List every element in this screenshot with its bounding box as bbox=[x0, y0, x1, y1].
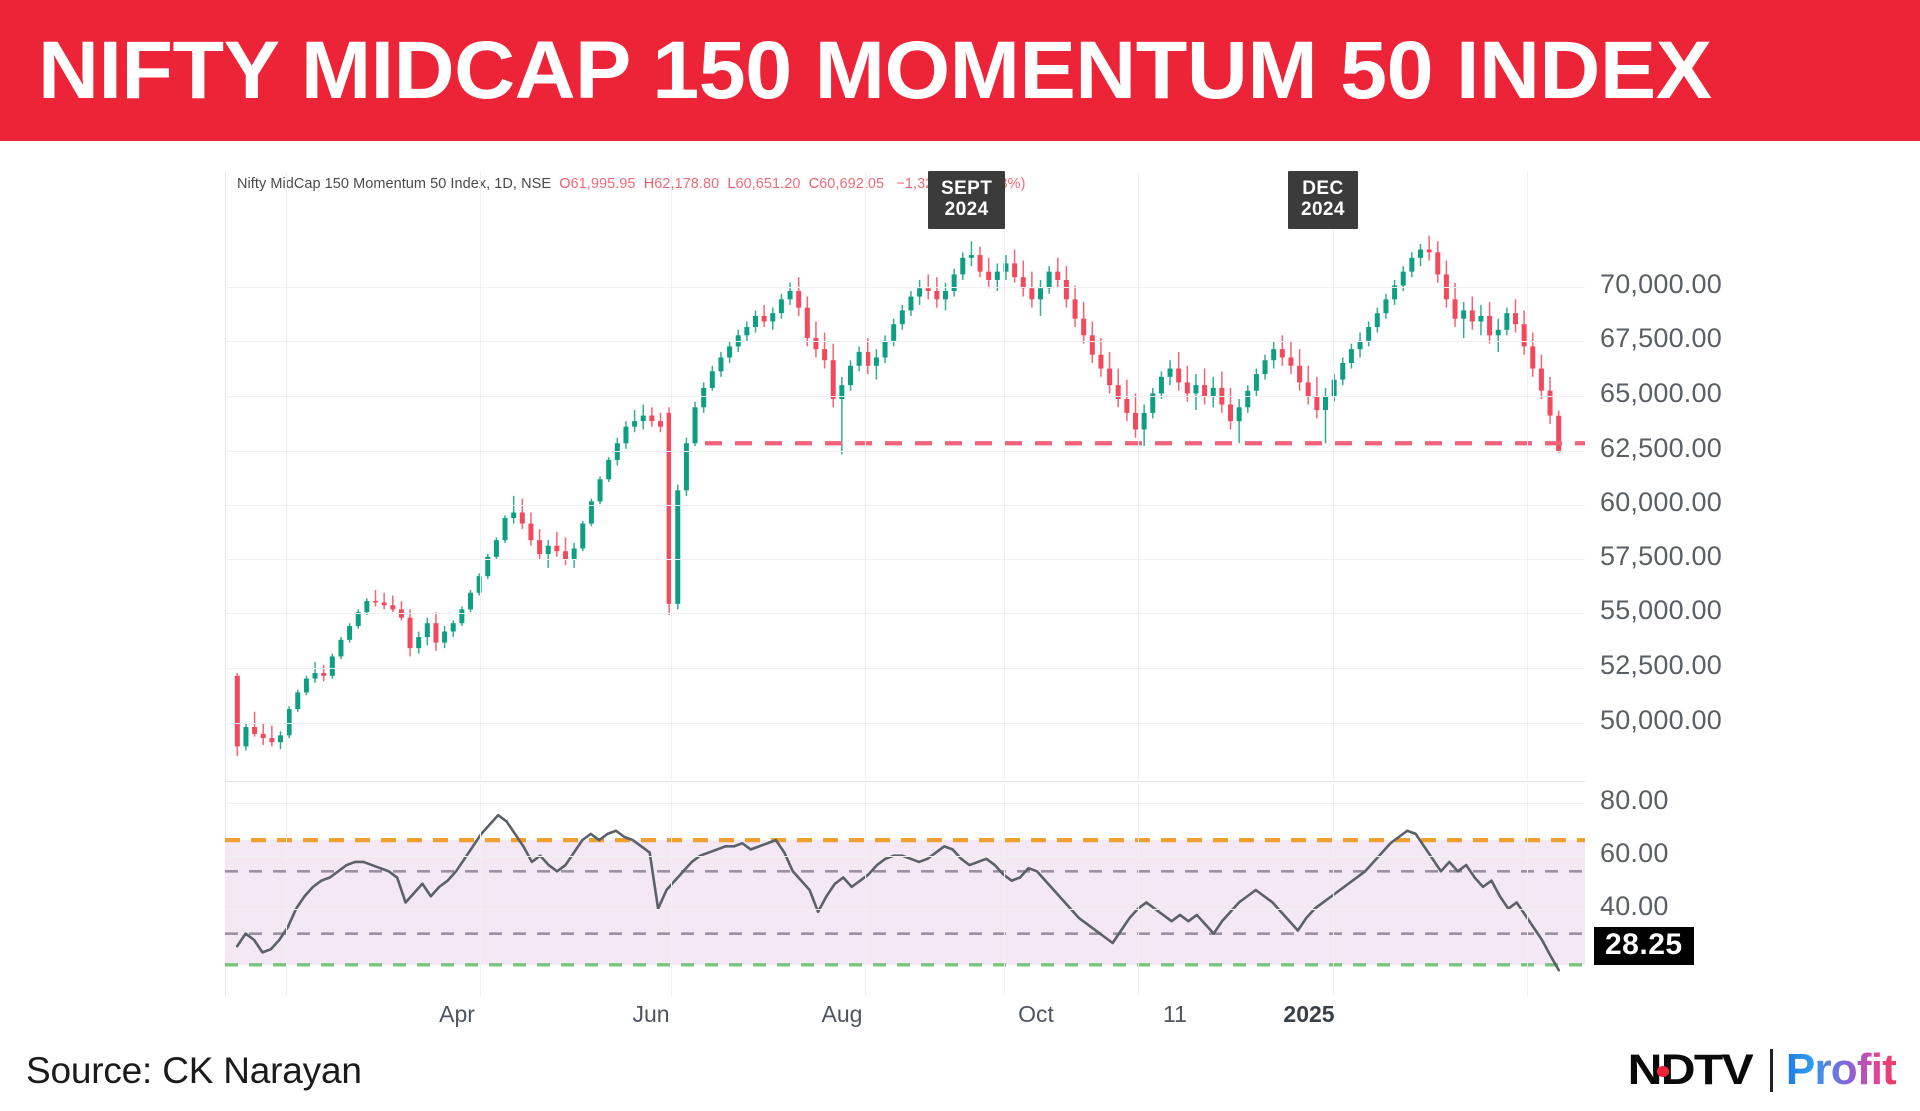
gridline-v bbox=[1004, 172, 1005, 781]
candlestick-series bbox=[234, 235, 1585, 757]
chart-annotation-badge: DEC 2024 bbox=[1288, 171, 1358, 229]
footer: Source: CK Narayan NDTV Profit bbox=[0, 1036, 1920, 1111]
gridline-v bbox=[480, 784, 481, 996]
rsi-axis-tick: 60.00 bbox=[1600, 838, 1669, 868]
ndtv-red-dot-icon bbox=[1656, 1065, 1669, 1077]
gridline-h bbox=[225, 909, 1585, 910]
rsi-plot bbox=[225, 784, 1585, 996]
panel-divider bbox=[225, 781, 1585, 782]
price-plot bbox=[225, 172, 1585, 781]
close-label: C bbox=[808, 176, 820, 192]
source-credit: Source: CK Narayan bbox=[26, 1050, 362, 1091]
gridline-v bbox=[1527, 784, 1528, 996]
gridline-v bbox=[671, 784, 672, 996]
rsi-axis-tick: 80.00 bbox=[1600, 785, 1669, 815]
price-axis-tick: 62,500.00 bbox=[1600, 433, 1722, 463]
gridline-v bbox=[286, 172, 287, 781]
price-axis-tick: 67,500.00 bbox=[1600, 323, 1722, 353]
gridline-h bbox=[225, 856, 1585, 857]
rsi-axis-tick: 40.00 bbox=[1600, 891, 1669, 921]
gridline-h bbox=[225, 559, 1585, 560]
x-axis-tick: 2025 bbox=[1283, 1001, 1335, 1027]
gridline-h bbox=[225, 451, 1585, 452]
gridline-v bbox=[1333, 172, 1334, 781]
profit-wordmark: Profit bbox=[1785, 1045, 1897, 1094]
gridline-v bbox=[286, 784, 287, 996]
gridline-v bbox=[1004, 784, 1005, 996]
price-axis-tick: 52,500.00 bbox=[1600, 650, 1722, 680]
ndtv-profit-logo: NDTV Profit bbox=[1628, 1045, 1897, 1094]
high-label: H bbox=[643, 176, 655, 192]
x-axis-tick: Oct bbox=[1018, 1001, 1054, 1027]
rsi-value-badge: 28.25 bbox=[1594, 927, 1694, 965]
gridline-h bbox=[225, 723, 1585, 724]
ndtv-wordmark: NDTV bbox=[1627, 1045, 1754, 1095]
price-axis-tick: 65,000.00 bbox=[1600, 378, 1722, 408]
gridline-h bbox=[225, 505, 1585, 506]
gridline-h bbox=[225, 341, 1585, 342]
open-value: 61,995.95 bbox=[570, 176, 636, 192]
gridline-h bbox=[225, 613, 1585, 614]
logo-divider bbox=[1769, 1048, 1773, 1092]
gridline-h bbox=[225, 287, 1585, 288]
chart-symbol-label: Nifty MidCap 150 Momentum 50 Index, 1D, … bbox=[237, 176, 552, 192]
gridline-v bbox=[865, 172, 866, 781]
chart-container: Nifty MidCap 150 Momentum 50 Index, 1D, … bbox=[0, 141, 1920, 1036]
price-axis-tick: 70,000.00 bbox=[1600, 269, 1722, 299]
gridline-v bbox=[480, 172, 481, 781]
chart-annotation-badge: SEPT 2024 bbox=[928, 171, 1006, 229]
x-axis: Apr Jun Aug Oct 11 2025 bbox=[0, 1001, 1920, 1041]
high-value: 62,178.80 bbox=[654, 176, 720, 192]
title-banner: NIFTY MIDCAP 150 MOMENTUM 50 INDEX bbox=[0, 0, 1920, 141]
price-axis: 70,000.00 67,500.00 65,000.00 62,500.00 60,0… bbox=[1594, 141, 1920, 1036]
price-axis-tick: 60,000.00 bbox=[1600, 487, 1722, 517]
x-axis-tick: Apr bbox=[439, 1001, 475, 1027]
gridline-h bbox=[225, 396, 1585, 397]
gridline-v bbox=[1333, 784, 1334, 996]
plot-left-border bbox=[225, 172, 226, 996]
gridline-h bbox=[225, 803, 1585, 804]
low-value: 60,651.20 bbox=[735, 176, 801, 192]
gridline-v bbox=[865, 784, 866, 996]
x-axis-tick: Aug bbox=[821, 1001, 863, 1027]
gridline-v bbox=[1527, 172, 1528, 781]
x-axis-tick: 11 bbox=[1163, 1001, 1187, 1027]
low-label: L bbox=[727, 176, 736, 192]
page-title: NIFTY MIDCAP 150 MOMENTUM 50 INDEX bbox=[38, 24, 1712, 116]
gridline-v bbox=[1138, 784, 1139, 996]
rsi-series bbox=[225, 813, 1585, 972]
price-axis-tick: 55,000.00 bbox=[1600, 595, 1722, 625]
price-axis-tick: 57,500.00 bbox=[1600, 541, 1722, 571]
ndtv-text: NDTV bbox=[1627, 1045, 1754, 1094]
gridline-h bbox=[225, 668, 1585, 669]
close-value: 60,692.05 bbox=[819, 176, 885, 192]
gridline-v bbox=[1138, 172, 1139, 781]
gridline-v bbox=[671, 172, 672, 781]
price-axis-tick: 50,000.00 bbox=[1600, 705, 1722, 735]
x-axis-tick: Jun bbox=[632, 1001, 670, 1027]
open-label: O bbox=[559, 176, 571, 192]
